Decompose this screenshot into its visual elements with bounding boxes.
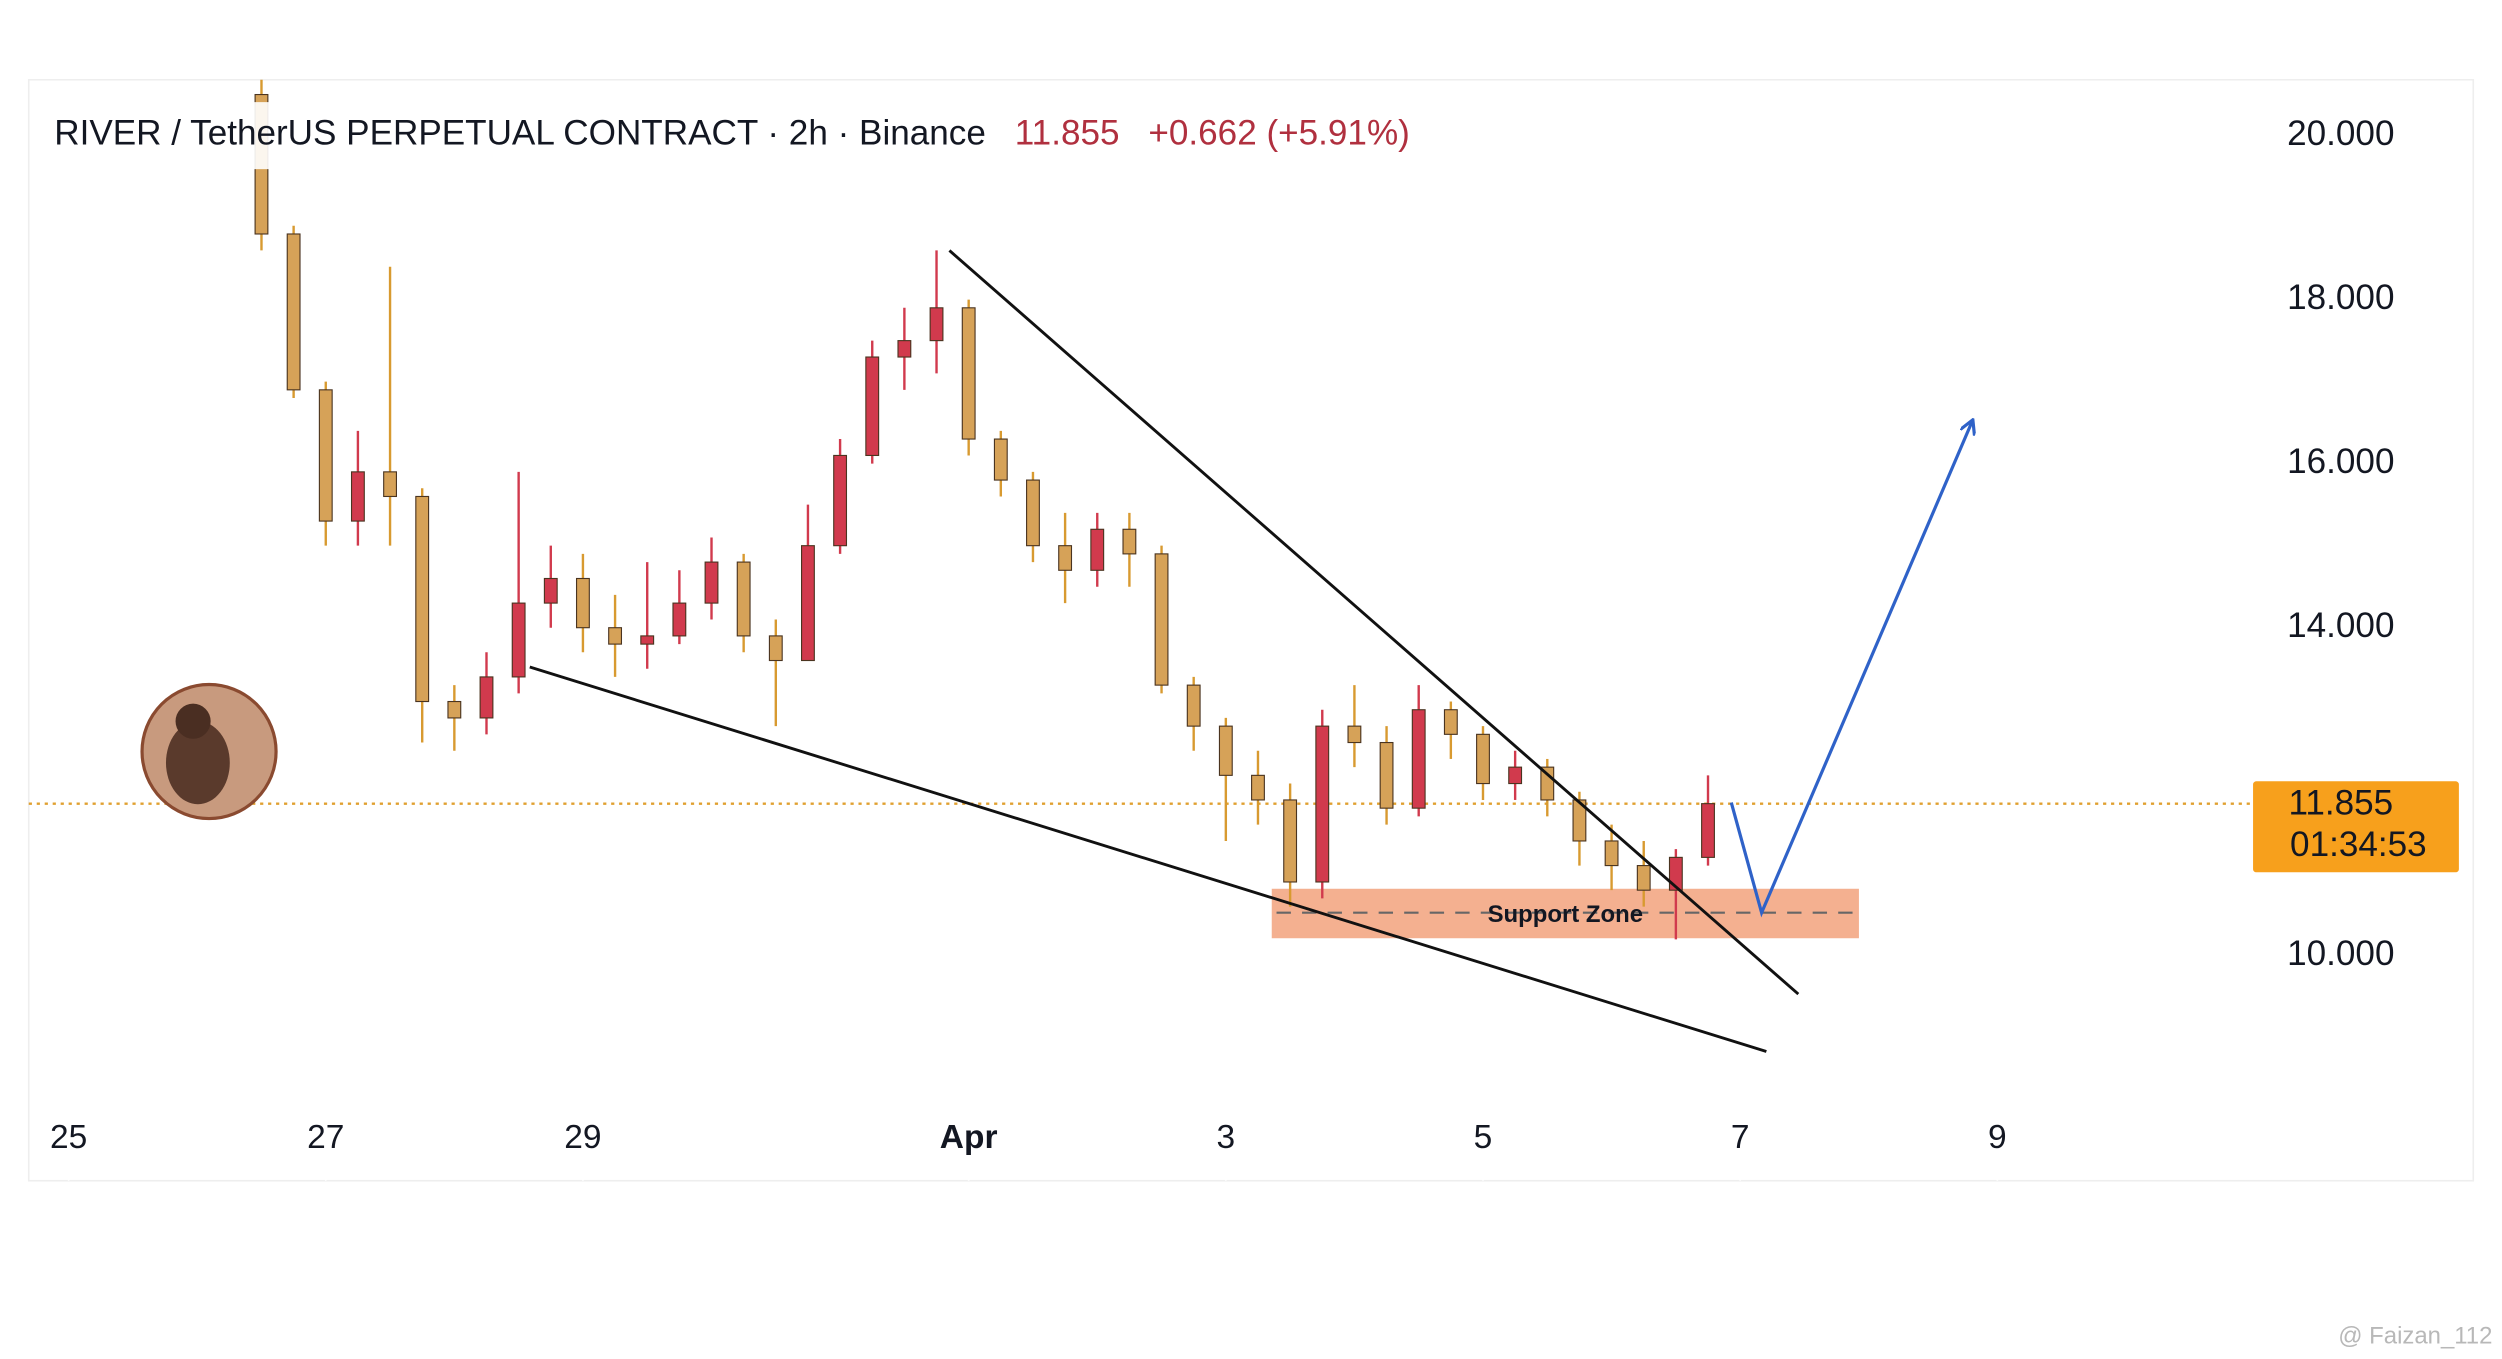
candle-body xyxy=(993,438,1008,481)
candle-body xyxy=(1347,725,1362,744)
candle-body xyxy=(608,627,623,645)
candle-body xyxy=(1218,725,1233,776)
price-tag xyxy=(2253,781,2459,873)
candle-body xyxy=(1411,709,1426,809)
x-tick-label: 27 xyxy=(307,1119,344,1156)
x-tick-label: 5 xyxy=(1474,1119,1493,1156)
candle-body xyxy=(1508,766,1523,785)
y-tick-label: 16.000 xyxy=(2287,442,2394,481)
candle-body xyxy=(1572,799,1587,842)
x-tick-label: 29 xyxy=(564,1119,601,1156)
y-tick-label: 10.000 xyxy=(2287,934,2394,973)
candle-body xyxy=(801,545,815,662)
grid xyxy=(28,134,2250,1181)
axes: 20.000 18.000 16.000 14.000 10.000 25 27 29 Apr 3… xyxy=(50,114,2459,1156)
candle-body xyxy=(1090,528,1105,571)
projection-arrow xyxy=(1729,421,1972,918)
candle-body xyxy=(672,602,687,637)
candle-body xyxy=(1026,479,1040,547)
candle-body xyxy=(865,356,880,457)
candle-body xyxy=(1283,799,1298,883)
candle-body xyxy=(543,577,558,604)
chart-frame xyxy=(27,78,2475,1182)
candles xyxy=(254,79,1715,940)
y-tick-label: 14.000 xyxy=(2287,606,2394,645)
lower-trendline xyxy=(529,665,1767,1053)
y-tick-label: 20.000 xyxy=(2287,114,2394,153)
candle-body xyxy=(350,471,365,522)
candle-body xyxy=(415,495,430,703)
candle-body xyxy=(704,561,719,604)
candle-body xyxy=(1443,709,1458,735)
price-tag-value: 11.855 xyxy=(2288,784,2393,823)
candle-body xyxy=(447,700,462,719)
header: RIVER / TetherUS PERPETUAL CONTRACT · 2h… xyxy=(54,114,1410,153)
candle-body xyxy=(1701,803,1715,858)
candle-body xyxy=(929,307,944,342)
candle-body xyxy=(897,340,912,358)
x-tick-label: 3 xyxy=(1217,1119,1236,1156)
candle-body xyxy=(1379,741,1394,809)
candle-body xyxy=(575,577,590,629)
candle-body xyxy=(479,676,494,719)
candle-body xyxy=(286,233,301,391)
header-price: 11.855 xyxy=(1015,114,1120,153)
x-tick-label: Apr xyxy=(940,1119,998,1156)
candle-body xyxy=(1315,725,1330,883)
candle-body xyxy=(1122,528,1137,555)
header-change: +0.662 (+5.91%) xyxy=(1148,114,1409,153)
header-bg xyxy=(38,102,1507,170)
candle-body xyxy=(736,561,751,637)
candle-body xyxy=(1604,840,1619,867)
candle-body xyxy=(1154,553,1169,686)
candle-body xyxy=(1636,865,1651,891)
y-tick-label: 18.000 xyxy=(2287,278,2394,317)
x-tick-label: 7 xyxy=(1731,1119,1750,1156)
logo xyxy=(140,682,278,821)
candle-body xyxy=(1668,856,1683,891)
candle-body xyxy=(768,635,783,662)
x-tick-label: 9 xyxy=(1988,1119,2007,1156)
candle-body xyxy=(1186,684,1201,727)
candle-body xyxy=(640,635,655,645)
candle-body xyxy=(833,454,848,547)
candle-body xyxy=(511,602,526,678)
candle-body xyxy=(318,389,333,522)
candle-body xyxy=(1476,733,1490,785)
candle-body xyxy=(961,307,976,440)
x-tick-label: 25 xyxy=(50,1119,87,1156)
upper-trendline xyxy=(948,249,1800,996)
chart-title: RIVER / TetherUS PERPETUAL CONTRACT · 2h… xyxy=(54,114,986,153)
countdown: 01:34:53 xyxy=(2290,825,2427,864)
candle-body xyxy=(1251,774,1265,801)
watermark: @ Faizan_112 xyxy=(2338,1322,2492,1349)
candle-body xyxy=(1058,545,1073,571)
support-label: Support Zone xyxy=(1488,901,1643,928)
candle-body xyxy=(383,471,397,498)
